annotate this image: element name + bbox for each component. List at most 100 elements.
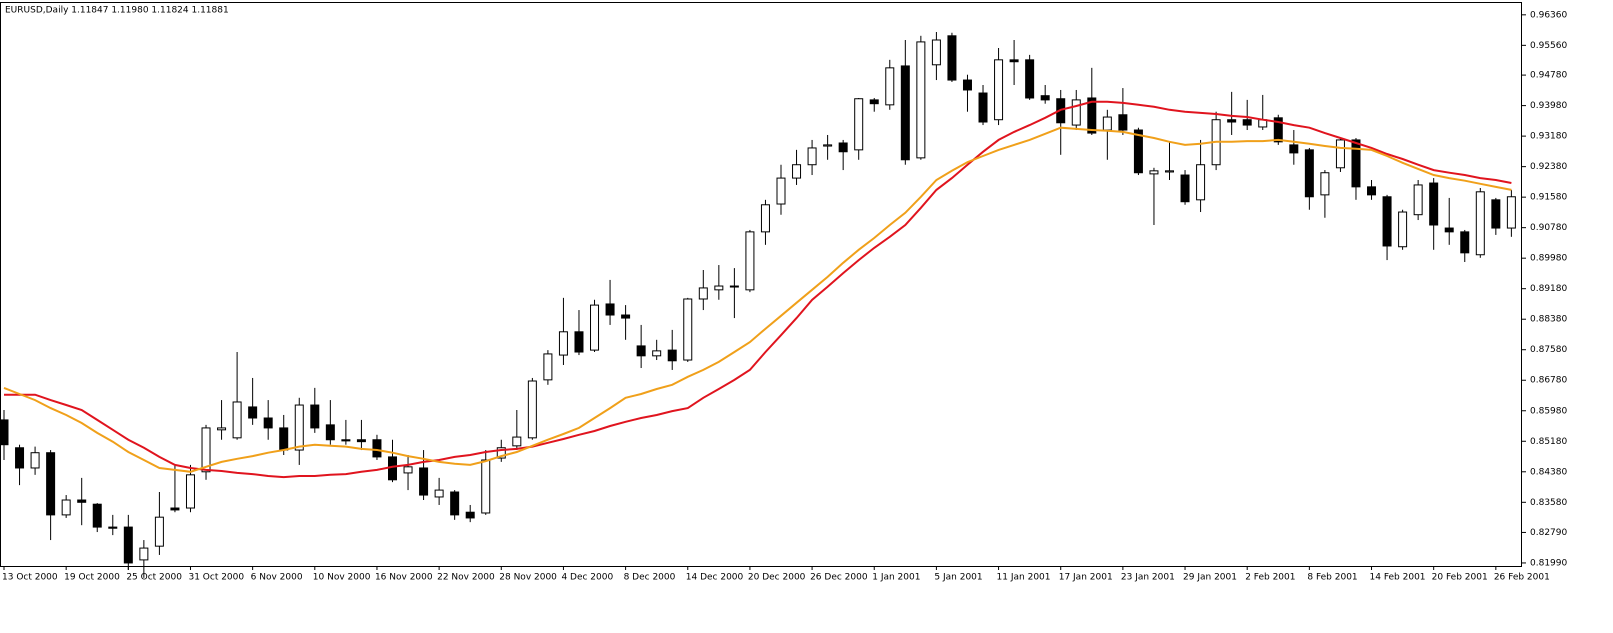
y-tick-label: 0.96360 <box>1530 10 1567 20</box>
candle-body <box>1133 129 1143 174</box>
y-tick-label: 0.82790 <box>1530 528 1567 538</box>
candle-body <box>885 67 895 106</box>
candle-body <box>1382 196 1392 247</box>
moving-average-line <box>4 100 1512 479</box>
x-tick-label: 20 Dec 2000 <box>748 573 806 583</box>
candle-body <box>248 406 258 419</box>
candle-body <box>823 144 833 147</box>
candle-body <box>776 177 786 205</box>
candle-body <box>900 65 910 161</box>
x-tick-label: 17 Jan 2001 <box>1059 573 1113 583</box>
y-tick-label: 0.91580 <box>1530 193 1567 203</box>
candle-body <box>683 298 693 361</box>
candle-body <box>869 99 879 105</box>
candle-body <box>154 516 164 547</box>
x-tick-label: 16 Nov 2000 <box>375 573 433 583</box>
candle-body <box>496 447 506 459</box>
candle-body <box>30 452 40 469</box>
candle-body <box>77 499 87 503</box>
candle-body <box>714 285 724 291</box>
candle-body <box>994 59 1004 121</box>
x-tick-label: 31 Oct 2000 <box>188 573 244 583</box>
candle-body <box>263 417 273 429</box>
candle-body <box>1273 117 1283 143</box>
x-tick-label: 13 Oct 2000 <box>2 573 58 583</box>
candle-body <box>947 35 957 81</box>
y-tick-label: 0.83580 <box>1530 498 1567 508</box>
chart-title: EURUSD,Daily 1.11847 1.11980 1.11824 1.1… <box>5 6 229 16</box>
candle-body <box>419 467 429 496</box>
x-tick-label: 19 Oct 2000 <box>64 573 120 583</box>
candle-body <box>1009 59 1019 63</box>
candle-body <box>1304 149 1314 198</box>
candle-body <box>1289 144 1299 154</box>
candle-body <box>962 79 972 91</box>
candle-body <box>1149 170 1159 175</box>
y-tick-label: 0.93980 <box>1530 101 1567 111</box>
candle-body <box>185 474 195 509</box>
y-tick-label: 0.93180 <box>1530 132 1567 142</box>
x-tick-label: 25 Oct 2000 <box>126 573 182 583</box>
candle-body <box>854 98 864 151</box>
y-tick-label: 0.89180 <box>1530 284 1567 294</box>
candle-body <box>46 452 56 516</box>
candle-body <box>170 507 180 511</box>
candle-body <box>543 353 553 381</box>
candle-body <box>139 547 149 561</box>
x-tick-label: 4 Dec 2000 <box>561 573 613 583</box>
candle-body <box>729 285 739 288</box>
candle-body <box>1102 116 1112 131</box>
candle-body <box>978 92 988 123</box>
candle-body <box>61 499 71 516</box>
candle-body <box>1475 191 1485 256</box>
candle-body <box>558 331 568 356</box>
candle-body <box>792 164 802 179</box>
candle-body <box>1351 139 1361 188</box>
candle-body <box>1367 186 1377 196</box>
x-tick-label: 22 Nov 2000 <box>437 573 495 583</box>
candle-body <box>356 439 366 443</box>
candle-body <box>1444 227 1454 233</box>
y-tick-label: 0.89980 <box>1530 254 1567 264</box>
candle-body <box>1180 174 1190 203</box>
x-tick-label: 1 Jan 2001 <box>872 573 920 583</box>
candle-body <box>15 447 25 469</box>
x-tick-label: 8 Dec 2000 <box>624 573 676 583</box>
y-tick-label: 0.92380 <box>1530 162 1567 172</box>
y-tick-label: 0.81990 <box>1530 558 1567 568</box>
moving-average-line <box>3 126 1512 473</box>
candle-body <box>341 439 351 442</box>
y-tick-label: 0.86780 <box>1530 376 1567 386</box>
candle-body <box>512 436 522 447</box>
candle-body <box>481 459 491 514</box>
x-tick-label: 10 Nov 2000 <box>313 573 371 583</box>
x-tick-label: 11 Jan 2001 <box>997 573 1051 583</box>
candle-body <box>325 424 335 441</box>
candle-body <box>108 526 118 529</box>
candle-body <box>310 404 320 429</box>
candle-body <box>201 427 211 473</box>
x-tick-label: 26 Feb 2001 <box>1494 573 1550 583</box>
candle-body <box>605 303 615 316</box>
candle-body <box>1460 231 1470 254</box>
candle-body <box>1413 184 1423 216</box>
candle-body <box>807 147 817 166</box>
candle-body <box>434 489 444 498</box>
candle-body <box>279 427 289 451</box>
candle-body <box>450 491 460 516</box>
x-tick-label: 14 Feb 2001 <box>1370 573 1426 583</box>
x-tick-label: 5 Jan 2001 <box>934 573 982 583</box>
candle-body <box>372 439 382 458</box>
y-tick-label: 0.85180 <box>1530 437 1567 447</box>
candle-body <box>760 204 770 233</box>
y-tick-label: 0.87580 <box>1530 345 1567 355</box>
candle-body <box>294 404 304 451</box>
y-tick-label: 0.94780 <box>1530 71 1567 81</box>
candle-body <box>0 419 9 446</box>
candle-body <box>1398 211 1408 248</box>
x-tick-label: 6 Nov 2000 <box>251 573 303 583</box>
candle-body <box>232 401 242 439</box>
y-tick-label: 0.88380 <box>1530 315 1567 325</box>
candle-body <box>667 349 677 362</box>
